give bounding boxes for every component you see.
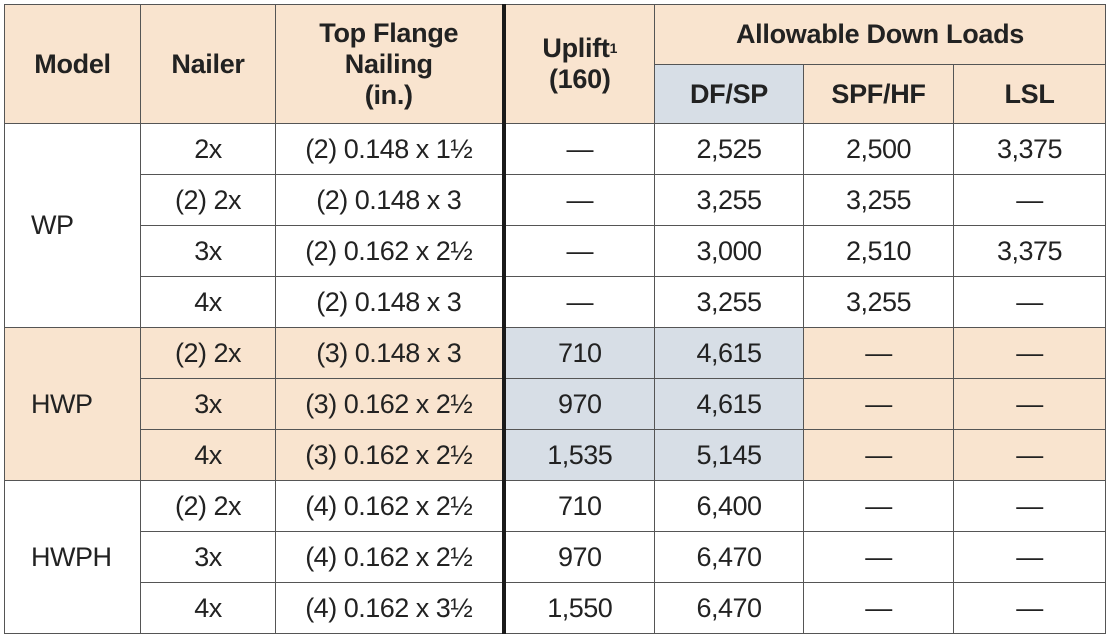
nailing-cell: (2) 0.148 x 1½ xyxy=(275,123,506,175)
nailer-cell: 3x xyxy=(140,531,276,583)
nailer-cell: (2) 2x xyxy=(140,480,276,532)
header-uplift: Uplift1 (160) xyxy=(503,4,655,124)
nailing-cell: (3) 0.162 x 2½ xyxy=(275,429,506,481)
lsl-cell: — xyxy=(953,531,1106,583)
spf-hf-cell: 3,255 xyxy=(803,276,954,328)
header-uplift-footnote: 1 xyxy=(609,40,618,56)
header-top-flange-line1: Top Flange xyxy=(319,17,459,48)
lsl-cell: 3,375 xyxy=(953,225,1106,277)
uplift-cell: 1,550 xyxy=(503,582,655,634)
table-row: HWP (2) 2x (3) 0.148 x 3 710 4,615 — — xyxy=(4,327,1106,481)
model-cell-hwp: HWP xyxy=(4,327,141,481)
nailer-cell: 4x xyxy=(140,429,276,481)
spf-hf-cell: — xyxy=(803,582,954,634)
df-sp-cell: 4,615 xyxy=(654,378,804,430)
nailing-cell: (4) 0.162 x 3½ xyxy=(275,582,506,634)
table-row: 3x (2) 0.162 x 2½ — 3,000 2,510 3,375 xyxy=(5,225,1106,277)
lsl-cell: — xyxy=(953,174,1106,226)
spf-hf-cell: — xyxy=(803,378,954,430)
nailing-cell: (2) 0.162 x 2½ xyxy=(275,225,506,277)
uplift-cell: 710 xyxy=(503,480,655,532)
uplift-cell: 1,535 xyxy=(503,429,655,481)
nailing-cell: (4) 0.162 x 2½ xyxy=(275,480,506,532)
spf-hf-cell: 2,510 xyxy=(803,225,954,277)
header-row-1: Model Nailer Top Flange Nailing (in.) Up… xyxy=(4,4,1106,124)
nailer-cell: 4x xyxy=(140,582,276,634)
header-top-flange-line3: (in.) xyxy=(364,79,413,110)
header-row-2: DF/SP SPF/HF LSL xyxy=(5,64,1106,124)
nailing-cell: (2) 0.148 x 3 xyxy=(275,174,506,226)
uplift-cell: — xyxy=(503,276,655,328)
uplift-cell: — xyxy=(503,123,655,175)
df-sp-cell: 5,145 xyxy=(654,429,804,481)
lsl-cell: — xyxy=(953,327,1106,379)
df-sp-cell: 6,470 xyxy=(654,531,804,583)
df-sp-cell: 3,255 xyxy=(654,276,804,328)
table-row: WP 2x (2) 0.148 x 1½ — 2,525 2,500 3,375 xyxy=(4,123,1106,328)
uplift-cell: — xyxy=(503,225,655,277)
lsl-cell: — xyxy=(953,276,1106,328)
lsl-cell: 3,375 xyxy=(953,123,1106,175)
lsl-cell: — xyxy=(953,378,1106,430)
spf-hf-cell: 3,255 xyxy=(803,174,954,226)
nailing-cell: (3) 0.162 x 2½ xyxy=(275,378,506,430)
table-row: 3x (4) 0.162 x 2½ 970 6,470 — — xyxy=(5,531,1106,583)
spf-hf-cell: — xyxy=(803,327,954,379)
nailing-cell: (2) 0.148 x 3 xyxy=(275,276,506,328)
model-cell-hwph: HWPH xyxy=(4,480,141,634)
df-sp-cell: 3,000 xyxy=(654,225,804,277)
header-top-flange-nailing: Top Flange Nailing (in.) xyxy=(275,4,506,124)
header-top-flange-line2: Nailing xyxy=(344,48,433,79)
spf-hf-cell: — xyxy=(803,480,954,532)
model-cell-wp: WP xyxy=(4,123,141,328)
header-uplift-label: Uplift xyxy=(542,33,610,63)
header-uplift-duration: (160) xyxy=(548,64,611,94)
table-row: 3x (3) 0.162 x 2½ 970 4,615 — — xyxy=(4,378,1106,430)
nailing-cell: (3) 0.148 x 3 xyxy=(275,327,506,379)
nailer-cell: 3x xyxy=(140,225,276,277)
header-nailer: Nailer xyxy=(140,4,276,124)
uplift-cell: — xyxy=(503,174,655,226)
uplift-cell: 710 xyxy=(503,327,655,379)
df-sp-cell: 6,470 xyxy=(654,582,804,634)
header-lsl: LSL xyxy=(953,64,1106,124)
nailer-cell: (2) 2x xyxy=(140,174,276,226)
lsl-cell: — xyxy=(953,429,1106,481)
df-sp-cell: 2,525 xyxy=(654,123,804,175)
spf-hf-cell: — xyxy=(803,531,954,583)
header-allowable-down-loads: Allowable Down Loads xyxy=(654,4,1106,65)
table-row: 4x (3) 0.162 x 2½ 1,535 5,145 — — xyxy=(4,429,1106,481)
table-row: HWPH (2) 2x (4) 0.162 x 2½ 710 6,400 — — xyxy=(4,480,1106,634)
df-sp-cell: 6,400 xyxy=(654,480,804,532)
df-sp-cell: 3,255 xyxy=(654,174,804,226)
table-row: (2) 2x (2) 0.148 x 3 — 3,255 3,255 — xyxy=(5,174,1106,226)
spf-hf-cell: — xyxy=(803,429,954,481)
uplift-cell: 970 xyxy=(503,531,655,583)
nailer-cell: 3x xyxy=(140,378,276,430)
spf-hf-cell: 2,500 xyxy=(803,123,954,175)
nailing-cell: (4) 0.162 x 2½ xyxy=(275,531,506,583)
lsl-cell: — xyxy=(953,480,1106,532)
nailer-cell: (2) 2x xyxy=(140,327,276,379)
uplift-cell: 970 xyxy=(503,378,655,430)
table-row: 4x (2) 0.148 x 3 — 3,255 3,255 — xyxy=(5,276,1106,328)
load-table-container: Model Nailer Top Flange Nailing (in.) Up… xyxy=(4,4,1106,634)
df-sp-cell: 4,615 xyxy=(654,327,804,379)
header-df-sp: DF/SP xyxy=(654,64,804,124)
lsl-cell: — xyxy=(953,582,1106,634)
nailer-cell: 4x xyxy=(140,276,276,328)
header-spf-hf: SPF/HF xyxy=(803,64,954,124)
header-model: Model xyxy=(4,4,141,124)
load-table: Model Nailer Top Flange Nailing (in.) Up… xyxy=(4,4,1106,634)
nailer-cell: 2x xyxy=(140,123,276,175)
table-row: 4x (4) 0.162 x 3½ 1,550 6,470 — — xyxy=(5,582,1106,634)
